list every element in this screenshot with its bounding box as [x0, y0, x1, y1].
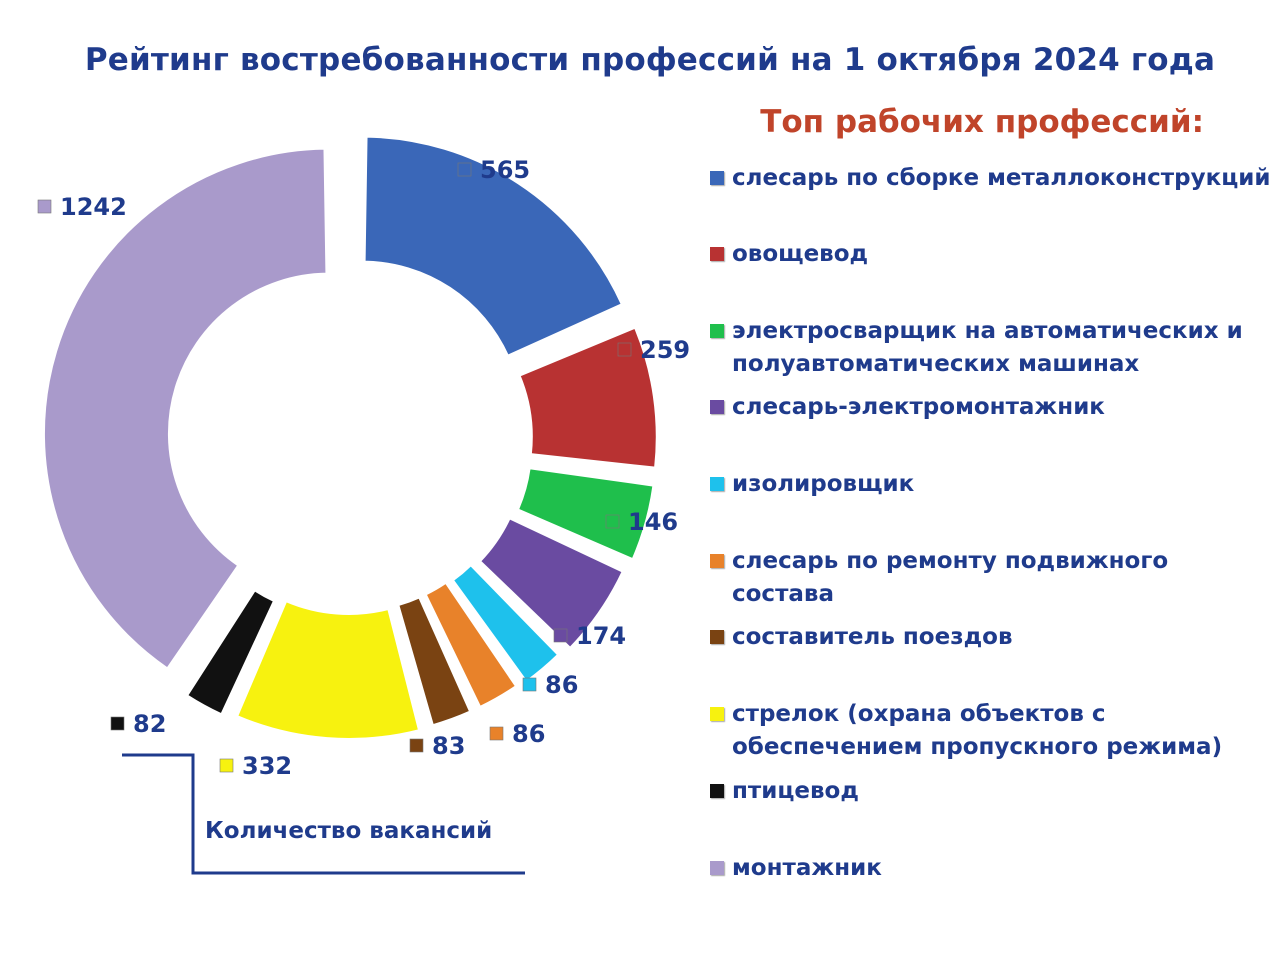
value-label-7: 83	[432, 732, 465, 760]
donut-slice-10	[42, 147, 328, 670]
legend-swatch	[710, 171, 724, 185]
legend-label: слесарь по ремонту подвижного состава	[732, 548, 1169, 607]
donut-slice-9	[185, 588, 276, 716]
legend-item: слесарь по ремонту подвижного состава	[708, 545, 1278, 611]
legend-item: слесарь по сборке металлоконструкций	[708, 162, 1278, 195]
donut-slice-6	[424, 581, 518, 709]
legend-item: монтажник	[708, 852, 1278, 885]
value-label-4: 174	[576, 622, 626, 650]
legend-swatch	[710, 861, 724, 875]
donut-slice-2	[518, 326, 658, 469]
legend-label: овощевод	[732, 241, 869, 267]
legend-label: составитель поездов	[732, 624, 1013, 650]
axis-bracket	[122, 753, 525, 875]
legend-item: слесарь-электромонтажник	[708, 391, 1278, 424]
legend-item: изолировщик	[708, 468, 1278, 501]
donut-slice-3	[516, 467, 655, 561]
value-label-swatch-2	[617, 342, 632, 357]
legend-swatch	[710, 400, 724, 414]
value-label-1: 565	[480, 156, 530, 184]
donut-slice-4	[478, 517, 625, 650]
legend-label: изолировщик	[732, 471, 915, 497]
value-label-6: 86	[512, 720, 545, 748]
donut-slice-7	[397, 596, 472, 727]
legend-item: овощевод	[708, 238, 1278, 271]
legend-label: слесарь-электромонтажник	[732, 394, 1105, 420]
donut-slice-5	[451, 563, 560, 683]
legend-label: стрелок (охрана объектов с обеспечением …	[732, 701, 1223, 760]
value-label-swatch-10	[37, 199, 52, 214]
value-label-swatch-8	[219, 758, 234, 773]
value-label-8: 332	[242, 752, 292, 780]
value-label-10: 1242	[60, 193, 127, 221]
legend-swatch	[710, 247, 724, 261]
legend-swatch	[710, 784, 724, 798]
value-label-9: 82	[133, 710, 166, 738]
value-label-swatch-9	[110, 716, 125, 731]
legend-item: стрелок (охрана объектов с обеспечением …	[708, 698, 1278, 764]
value-label-swatch-6	[489, 726, 504, 741]
donut-slices	[42, 135, 658, 740]
legend-item: птицевод	[708, 775, 1278, 808]
donut-slice-1	[363, 135, 624, 358]
legend-swatch	[710, 324, 724, 338]
legend-swatch	[710, 630, 724, 644]
legend-label: птицевод	[732, 778, 859, 804]
value-label-swatch-3	[605, 514, 620, 529]
legend: слесарь по сборке металлоконструкций овощ…	[708, 0, 1278, 960]
legend-label: слесарь по сборке металлоконструкций	[732, 165, 1271, 191]
legend-item: электросварщик на автоматических и полуа…	[708, 315, 1278, 381]
value-label-2: 259	[640, 336, 690, 364]
legend-swatch	[710, 477, 724, 491]
chart-title: Рейтинг востребованности профессий на 1 …	[84, 42, 1216, 78]
axis-caption: Количество вакансий	[205, 818, 493, 844]
chart-subtitle: Топ рабочих профессий:	[760, 104, 1204, 140]
value-label-swatch-1	[457, 162, 472, 177]
donut-slice-8	[235, 599, 421, 740]
legend-item: составитель поездов	[708, 621, 1278, 654]
value-label-swatch-5	[522, 677, 537, 692]
value-label-swatch-4	[553, 628, 568, 643]
legend-swatch	[710, 707, 724, 721]
legend-swatch	[710, 554, 724, 568]
legend-label: электросварщик на автоматических и полуа…	[732, 318, 1243, 377]
value-label-3: 146	[628, 508, 678, 536]
legend-label: монтажник	[732, 855, 882, 881]
value-label-swatch-7	[409, 738, 424, 753]
value-label-5: 86	[545, 671, 578, 699]
